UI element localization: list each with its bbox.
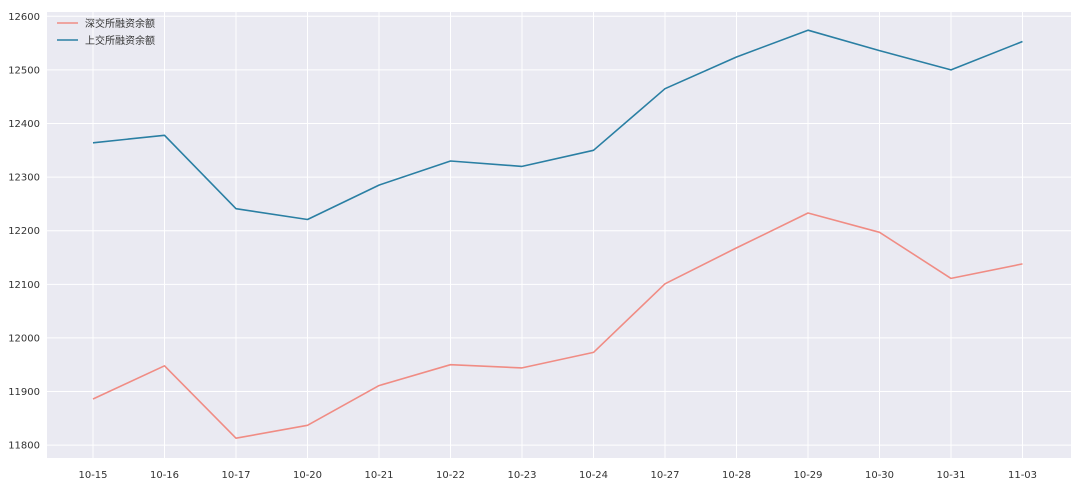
y-tick-label: 11900 <box>8 387 40 398</box>
x-tick-label: 11-03 <box>1008 470 1037 481</box>
x-tick-label: 10-31 <box>936 470 965 481</box>
series-line-shanghai <box>92 29 1023 221</box>
x-tick-label: 10-24 <box>579 470 608 481</box>
legend-label-shenzhen: 深交所融资余额 <box>85 17 155 30</box>
y-tick-label: 12100 <box>8 280 40 291</box>
x-tick-label: 10-28 <box>722 470 751 481</box>
x-tick-label: 10-20 <box>293 470 322 481</box>
legend-label-shanghai: 上交所融资余额 <box>85 34 155 47</box>
x-tick-label: 10-21 <box>364 470 393 481</box>
y-tick-label: 12300 <box>8 173 40 184</box>
y-tick-label: 12000 <box>8 333 40 344</box>
y-tick-label: 12400 <box>8 119 40 130</box>
y-axis-tick-labels: 11800 11900 12000 12100 12200 12300 12400 12500… <box>8 12 40 452</box>
x-tick-label: 10-29 <box>793 470 822 481</box>
y-tick-label: 12500 <box>8 65 40 76</box>
y-tick-label: 12600 <box>8 12 40 23</box>
series-lines <box>92 29 1023 440</box>
x-axis-tick-labels: 10-15 10-16 10-17 10-20 10-21 10-22 10-23 10-24… <box>78 470 1037 481</box>
legend: 深交所融资余额 上交所融资余额 <box>57 17 155 47</box>
x-tick-label: 10-15 <box>78 470 107 481</box>
plot-background <box>47 12 1071 458</box>
y-tick-label: 11800 <box>8 441 40 452</box>
x-tick-label: 10-16 <box>150 470 179 481</box>
grid-lines <box>47 12 1071 458</box>
series-line-shenzhen <box>92 212 1023 440</box>
x-tick-label: 10-27 <box>650 470 679 481</box>
y-tick-label: 12200 <box>8 226 40 237</box>
x-tick-label: 10-17 <box>221 470 250 481</box>
x-tick-label: 10-23 <box>507 470 536 481</box>
x-tick-label: 10-22 <box>436 470 465 481</box>
x-tick-label: 10-30 <box>865 470 894 481</box>
